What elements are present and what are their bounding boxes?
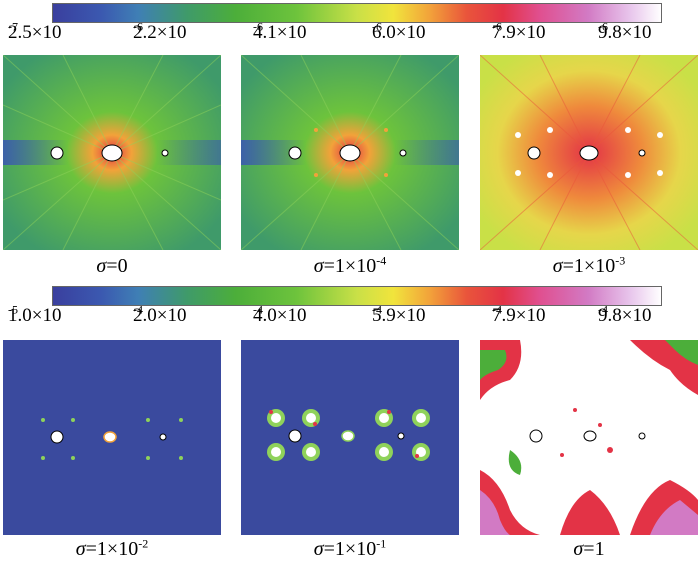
tick-label: 2.5×10 -7 [8, 19, 62, 43]
tick-label: 2.2×10 -6 [133, 19, 187, 43]
colorbar-top-ticks: 2.5×10 -7 2.2×10 -6 4.1×10 -6 6.0×10 -6 7.9×… [0, 19, 700, 48]
caption-sigma-0: σ=0 [96, 255, 128, 277]
colorbar-bottom-ticks: 1.0×10 -5 2.0×10 -4 4.0×10 -4 5.9×10 -4 7.9×… [0, 302, 700, 331]
colorbar-top [52, 3, 662, 23]
caption-sigma-1: σ=1 [573, 538, 605, 560]
caption-sigma-1e-4: σ=1×10-4 [313, 253, 387, 277]
caption-sigma-1e-3: σ=1×10-3 [552, 253, 626, 277]
field-panel-sigma-1e-3 [480, 55, 698, 250]
caption-sigma-1e-1: σ=1×10-1 [313, 536, 387, 560]
tick-label: 1.0×10 -5 [8, 302, 62, 326]
tick-label: 6.0×10 -6 [372, 19, 426, 43]
field-panel-sigma-1e-2 [3, 340, 221, 535]
field-panel-sigma-0 [3, 55, 221, 250]
tick-label: 4.1×10 -6 [253, 19, 307, 43]
tick-label: 2.0×10 -4 [133, 302, 187, 326]
tick-label: 7.9×10 -6 [492, 19, 546, 43]
tick-label: 9.8×10 -6 [598, 19, 652, 43]
tick-label: 7.9×10 -4 [492, 302, 546, 326]
tick-label: 5.9×10 -4 [372, 302, 426, 326]
colorbar-bottom [52, 286, 662, 306]
field-panel-sigma-1e-1 [241, 340, 459, 535]
field-panel-sigma-1 [480, 340, 698, 535]
tick-label: 9.8×10 -4 [598, 302, 652, 326]
field-panel-sigma-1e-4 [241, 55, 459, 250]
tick-label: 4.0×10 -4 [253, 302, 307, 326]
caption-sigma-1e-2: σ=1×10-2 [75, 536, 149, 560]
